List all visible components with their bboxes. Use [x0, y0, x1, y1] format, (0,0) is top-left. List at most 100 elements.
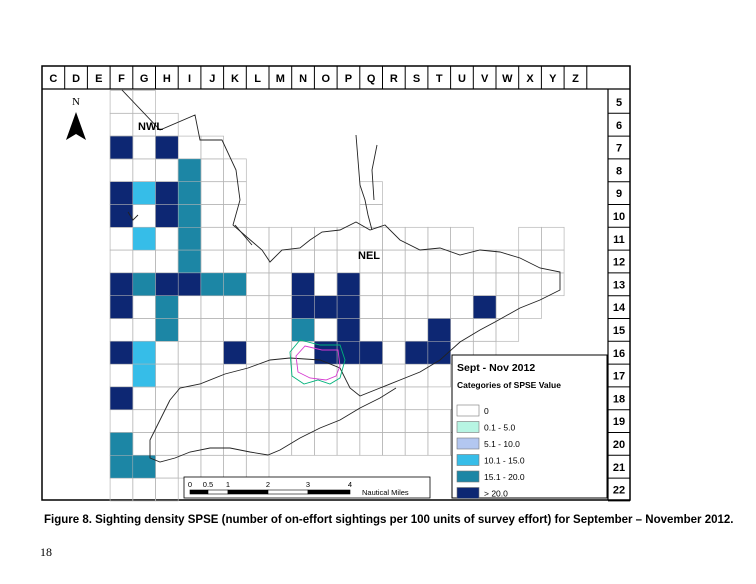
legend: Sept - Nov 2012 Categories of SPSE Value… — [451, 354, 608, 499]
scale-ticks: 0 0.5 1 2 3 4 — [188, 480, 352, 495]
legend-swatch-4 — [456, 470, 480, 483]
row-label-11: 11 — [613, 234, 625, 246]
grid-cell-outline — [155, 477, 179, 502]
row-label-15: 15 — [613, 325, 625, 337]
scale-segment — [207, 489, 229, 495]
col-label-R: R — [390, 73, 398, 85]
density-cell-G17 — [132, 363, 156, 388]
legend-title: Sept - Nov 2012 — [457, 362, 535, 374]
col-label-M: M — [276, 73, 285, 85]
north-arrow: N — [66, 96, 86, 140]
density-cell-V14 — [473, 295, 497, 319]
scale-segment — [189, 489, 209, 495]
legend-label-1: 0.1 - 5.0 — [484, 423, 515, 433]
density-cell-I12 — [177, 249, 202, 274]
col-label-H: H — [163, 73, 171, 85]
legend-swatch-5 — [456, 487, 480, 499]
density-cell-J13 — [200, 272, 224, 296]
col-label-L: L — [254, 73, 261, 85]
density-cell-F16 — [109, 341, 134, 365]
row-label-20: 20 — [613, 439, 625, 451]
density-cell-G11 — [132, 227, 156, 251]
col-label-J: J — [209, 73, 215, 85]
scale-unit: Nautical Miles — [362, 488, 409, 497]
density-cell-I9 — [177, 181, 202, 205]
density-cell-F21 — [109, 455, 134, 479]
legend-swatch-3 — [456, 454, 480, 466]
density-cell-H9 — [155, 181, 179, 205]
row-label-6: 6 — [616, 120, 622, 132]
density-cell-G9 — [132, 181, 156, 205]
row-label-19: 19 — [613, 416, 625, 428]
row-label-22: 22 — [613, 485, 625, 497]
scale-bar: 0 0.5 1 2 3 4 Nautical Miles — [183, 476, 431, 499]
row-label-9: 9 — [616, 188, 622, 200]
density-cell-N15 — [291, 318, 315, 342]
scale-segment — [227, 489, 269, 495]
row-label-12: 12 — [613, 257, 625, 269]
grid-cell-outline — [495, 318, 520, 342]
density-cell-G13 — [132, 272, 156, 296]
density-cell-I8 — [177, 158, 202, 182]
legend-swatch-2 — [456, 437, 480, 450]
row-label-5: 5 — [616, 97, 622, 109]
scale-tick-1: 0.5 — [203, 480, 213, 489]
row-label-13: 13 — [613, 279, 625, 291]
col-label-T: T — [436, 73, 443, 85]
row-label-8: 8 — [616, 165, 622, 177]
density-cell-O14 — [314, 295, 338, 319]
legend-swatch-0 — [456, 404, 480, 417]
figure-caption: Figure 8. Sighting density SPSE (number … — [44, 514, 734, 526]
grid-cell-outline — [518, 295, 542, 319]
density-cell-F7 — [109, 135, 134, 160]
legend-label-3: 10.1 - 15.0 — [484, 456, 525, 466]
legend-label-5: > 20.0 — [484, 489, 508, 499]
legend-label-2: 5.1 - 10.0 — [484, 439, 520, 449]
density-cell-P16 — [336, 341, 361, 365]
col-label-O: O — [321, 73, 330, 85]
density-cell-H10 — [155, 204, 179, 228]
scale-segment — [267, 489, 309, 495]
density-cell-P13 — [336, 272, 361, 296]
density-cell-F20 — [109, 432, 134, 456]
legend-swatch-1 — [456, 421, 480, 433]
nwl-label: NWL — [138, 121, 163, 133]
density-cell-N14 — [291, 295, 315, 319]
legend-subtitle: Categories of SPSE Value — [457, 380, 561, 390]
north-arrow-icon — [66, 112, 86, 140]
scale-tick-3: 2 — [266, 480, 270, 489]
density-cell-I11 — [177, 227, 202, 251]
col-label-W: W — [502, 73, 513, 85]
scale-tick-2: 1 — [226, 480, 230, 489]
density-cell-I10 — [177, 204, 202, 228]
col-label-V: V — [481, 73, 489, 85]
density-cell-T16 — [427, 341, 451, 365]
col-label-G: G — [140, 73, 149, 85]
density-cell-P15 — [336, 318, 361, 342]
density-cell-F9 — [109, 181, 134, 205]
col-label-I: I — [188, 73, 191, 85]
density-cell-H13 — [155, 272, 179, 296]
row-labels: 5 6 7 8 9 10 11 12 13 14 15 16 17 18 19 20 21 22 — [608, 97, 630, 502]
density-cell-H14 — [155, 295, 179, 319]
col-label-N: N — [299, 73, 307, 85]
row-label-18: 18 — [613, 393, 625, 405]
density-cell-F14 — [109, 295, 134, 319]
scale-tick-0: 0 — [188, 480, 192, 489]
row-label-21: 21 — [613, 462, 625, 474]
nel-label: NEL — [358, 250, 380, 262]
col-label-U: U — [458, 73, 466, 85]
row-label-7: 7 — [616, 143, 622, 155]
density-cell-T15 — [427, 318, 451, 342]
col-label-S: S — [413, 73, 420, 85]
density-cells — [109, 135, 497, 479]
scale-segment — [307, 489, 351, 495]
col-label-X: X — [526, 73, 534, 85]
density-cell-K16 — [223, 341, 247, 365]
scale-tick-4: 3 — [306, 480, 310, 489]
col-label-D: D — [72, 73, 80, 85]
row-label-14: 14 — [613, 302, 626, 314]
density-cell-I13 — [177, 272, 202, 296]
density-cell-H15 — [155, 318, 179, 342]
